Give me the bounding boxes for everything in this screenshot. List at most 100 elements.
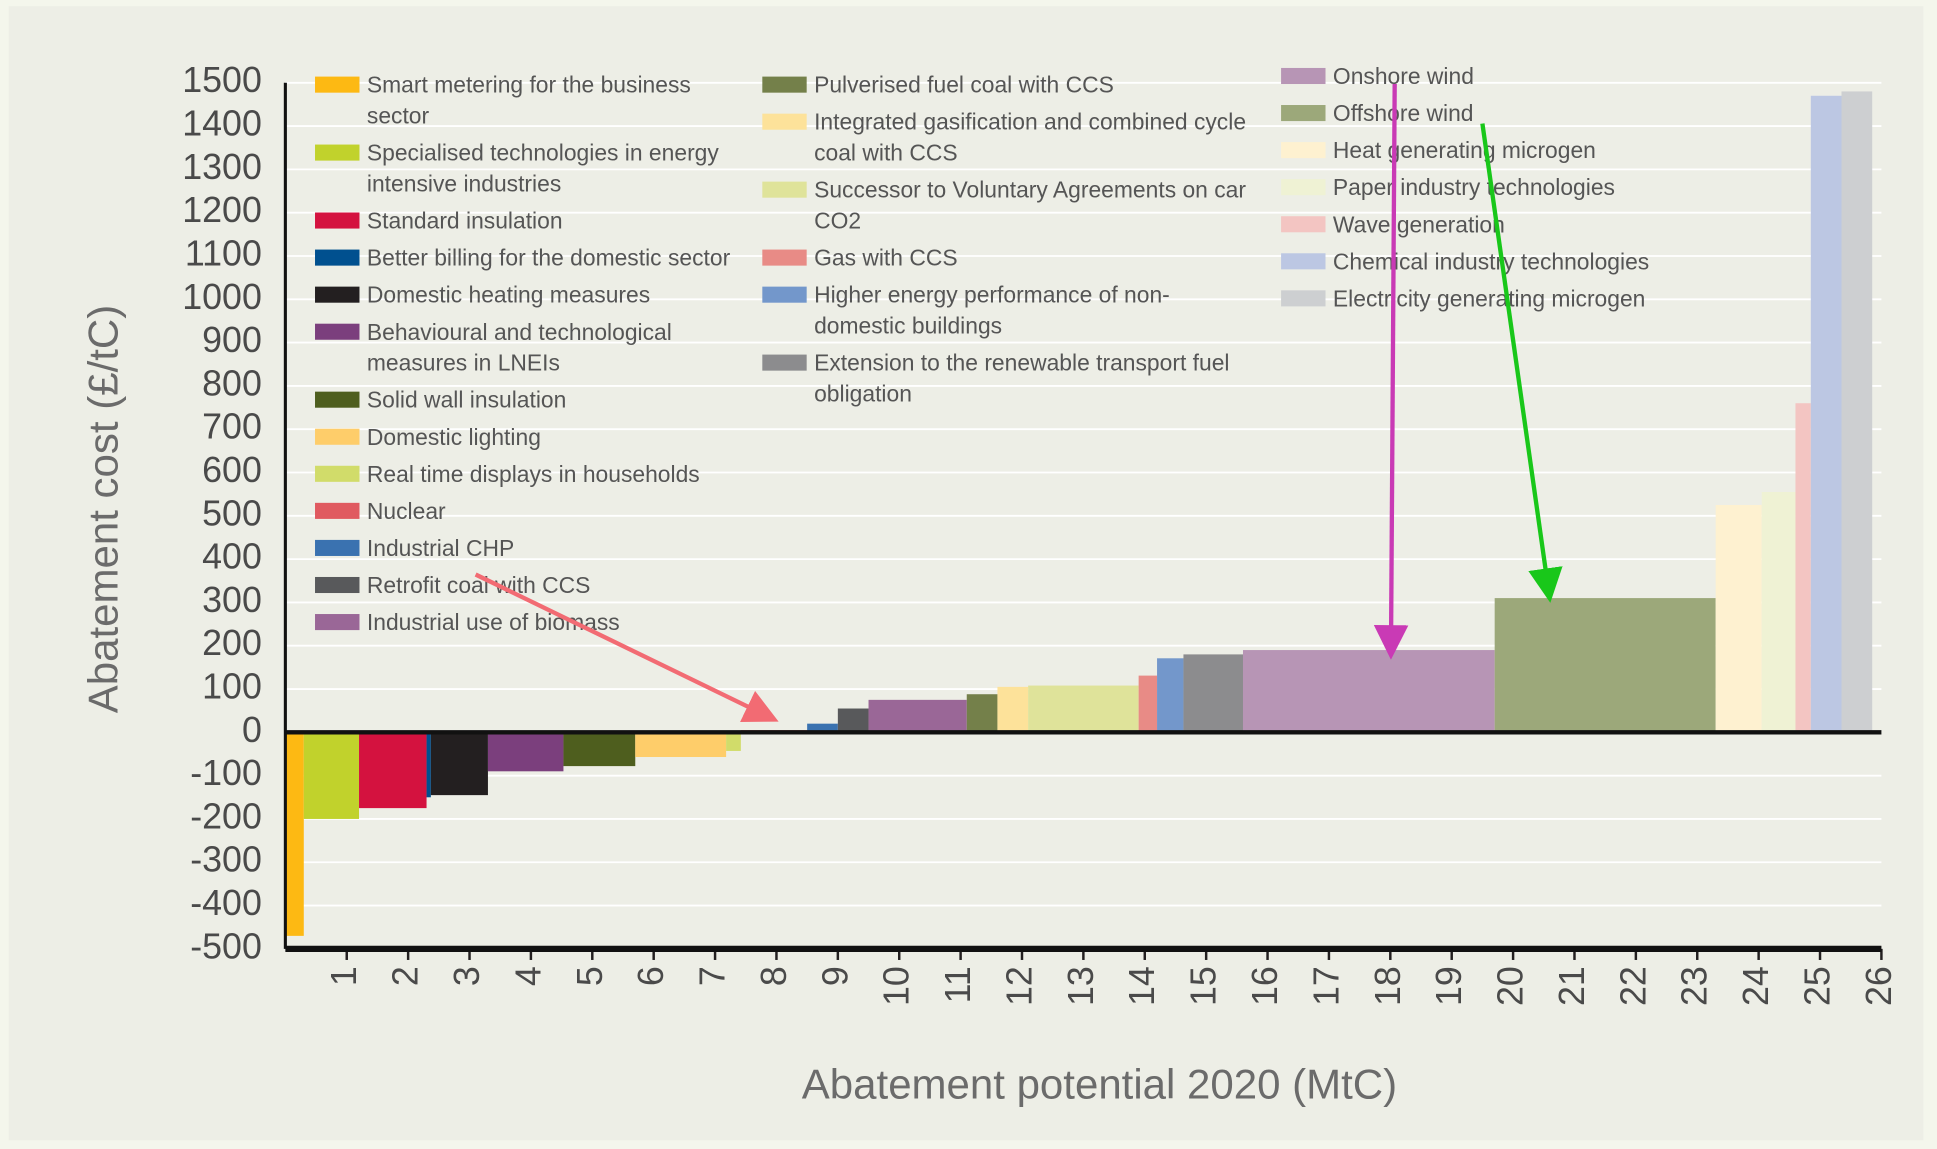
y-tick-label: 1200 [182, 190, 262, 230]
y-tick-label: -100 [190, 753, 262, 793]
legend-swatch [1281, 179, 1326, 196]
legend-item: Integrated gasification and combined cyc… [762, 106, 1250, 168]
bar [430, 732, 488, 796]
legend-item: Nuclear [315, 495, 754, 526]
y-tick-label: -400 [190, 883, 262, 923]
y-axis-title: Abatement cost (£/tC) [79, 305, 126, 714]
y-tick-label: 600 [202, 450, 262, 490]
x-tick-label: 22 [1613, 966, 1653, 1006]
bar [285, 732, 304, 936]
legend-swatch [762, 113, 807, 130]
legend-item: Chemical industry technologies [1281, 246, 1720, 277]
bar [303, 732, 360, 819]
legend-item: Behavioural and technological measures i… [315, 316, 754, 378]
legend-label: Wave generation [1332, 211, 1505, 238]
bar [997, 686, 1029, 733]
x-tick-label: 24 [1736, 966, 1776, 1006]
x-tick-label: 9 [815, 966, 855, 986]
legend-label: Successor to Voluntary Agreements on car… [814, 176, 1247, 234]
legend-swatch [1281, 290, 1326, 307]
legend-label: Gas with CCS [814, 244, 958, 271]
y-tick-label: 1000 [182, 277, 262, 317]
x-tick-label: 4 [508, 966, 548, 986]
bar [1028, 685, 1139, 733]
legend-item: Wave generation [1281, 209, 1720, 240]
legend-swatch [315, 76, 360, 93]
legend-item: Smart metering for the business sector [315, 69, 754, 131]
legend-item: Retrofit coal with CCS [315, 570, 754, 601]
legend-column: Smart metering for the business sector Sp… [315, 69, 754, 644]
bar [726, 732, 741, 751]
legend-label: Smart metering for the business sector [366, 71, 691, 129]
legend-label: Specialised technologies in energy inten… [366, 139, 719, 197]
bar [807, 723, 838, 733]
x-axis-title: Abatement potential 2020 (MtC) [802, 1060, 1397, 1107]
y-tick-label: 500 [202, 493, 262, 533]
legend-label: Solid wall insulation [366, 386, 567, 413]
bar [1841, 91, 1873, 733]
y-tick-label: 300 [202, 580, 262, 620]
legend-swatch [762, 286, 807, 303]
legend-swatch [315, 286, 360, 303]
legend-swatch [315, 428, 360, 445]
y-tick-label: 200 [202, 623, 262, 663]
bar [1795, 403, 1811, 733]
legend-swatch [315, 614, 360, 631]
legend-label: Extension to the renewable transport fue… [814, 349, 1230, 407]
legend-label: Industrial CHP [366, 534, 515, 561]
legend-item: Electricity generating microgen [1281, 283, 1720, 314]
legend-item: Gas with CCS [762, 242, 1250, 273]
legend-swatch [762, 354, 807, 371]
legend-item: Solid wall insulation [315, 384, 754, 415]
legend-item: Paper industry technologies [1281, 172, 1720, 203]
x-tick-label: 16 [1245, 966, 1285, 1006]
legend-item: Industrial use of biomass [315, 607, 754, 638]
y-tick-label: 1400 [182, 104, 262, 144]
bar [1715, 504, 1762, 733]
y-tick-label: 900 [202, 320, 262, 360]
legend-swatch [762, 249, 807, 266]
arrow [1373, 83, 1409, 660]
bar [1157, 658, 1184, 733]
legend-swatch [315, 323, 360, 340]
legend-item: Higher energy performance of non-domesti… [762, 279, 1250, 341]
legend-swatch [315, 144, 360, 161]
legend-label: Standard insulation [366, 207, 563, 234]
x-tick-label: 7 [693, 966, 733, 986]
legend-label: Heat generating microgen [1332, 137, 1596, 164]
y-tick-label: 800 [202, 363, 262, 403]
x-tick-label: 23 [1675, 966, 1715, 1006]
legend-swatch [1281, 216, 1326, 233]
legend-label: Nuclear [366, 497, 446, 524]
x-tick-label: 1 [324, 966, 364, 986]
legend-swatch [315, 576, 360, 594]
bar [487, 732, 564, 772]
y-tick-label: 700 [202, 407, 262, 447]
legend-swatch [315, 502, 360, 519]
legend-swatch [315, 212, 360, 229]
legend-item: Domestic heating measures [315, 279, 754, 310]
bar [1494, 598, 1716, 733]
y-tick-label: 400 [202, 537, 262, 577]
plot-area: -500-400-300-200-10001002003004005006007… [182, 60, 1899, 1006]
legend-item: Standard insulation [315, 205, 754, 236]
bar [1183, 654, 1243, 733]
legend: Pulverised fuel coal with CCS Integrated … [762, 69, 1250, 415]
x-tick-label: 26 [1859, 966, 1899, 1006]
legend-column: Onshore wind Offshore wind Heat generating… [1281, 63, 1720, 314]
bar [635, 732, 727, 758]
bar [563, 732, 636, 767]
arrow [1480, 123, 1563, 603]
y-tick-label: 0 [242, 710, 262, 750]
x-tick-label: 14 [1122, 966, 1162, 1006]
legend-swatch [315, 249, 360, 266]
x-tick-label: 21 [1552, 966, 1592, 1006]
legend-label: Pulverised fuel coal with CCS [814, 71, 1114, 98]
legend-label: Offshore wind [1332, 100, 1474, 127]
x-tick-label: 8 [754, 966, 794, 986]
legend: Smart metering for the business sector Sp… [315, 69, 754, 644]
x-tick-label: 25 [1797, 966, 1837, 1006]
x-tick-label: 19 [1429, 966, 1469, 1006]
